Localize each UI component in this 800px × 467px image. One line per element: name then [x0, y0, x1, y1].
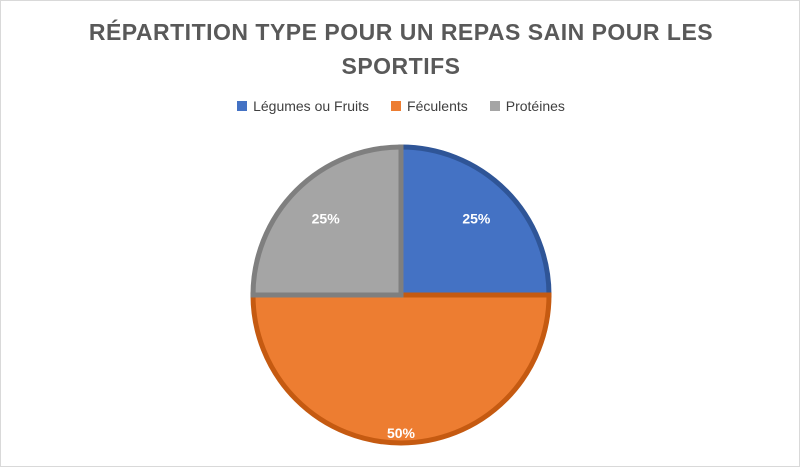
legend: Légumes ou Fruits Féculents Protéines: [1, 98, 800, 114]
legend-item-feculents: Féculents: [391, 98, 468, 114]
legend-item-legumes: Légumes ou Fruits: [237, 98, 369, 114]
legend-label-proteines: Protéines: [505, 98, 565, 114]
slice-proteines: [250, 144, 404, 298]
legend-item-proteines: Protéines: [489, 98, 565, 114]
data-label-feculents: 50%: [387, 425, 416, 441]
legend-swatch-proteines: [489, 101, 500, 111]
slice-legumes: [398, 144, 552, 298]
slice-feculents: [250, 292, 552, 446]
legend-swatch-feculents: [391, 101, 402, 111]
data-label-proteines: 25%: [312, 210, 341, 226]
data-label-legumes: 25%: [462, 210, 491, 226]
chart-title: RÉPARTITION TYPE POUR UN REPAS SAIN POUR…: [88, 19, 714, 79]
legend-label-feculents: Féculents: [407, 98, 468, 114]
legend-swatch-legumes: [237, 101, 248, 111]
legend-label-legumes: Légumes ou Fruits: [253, 98, 370, 114]
